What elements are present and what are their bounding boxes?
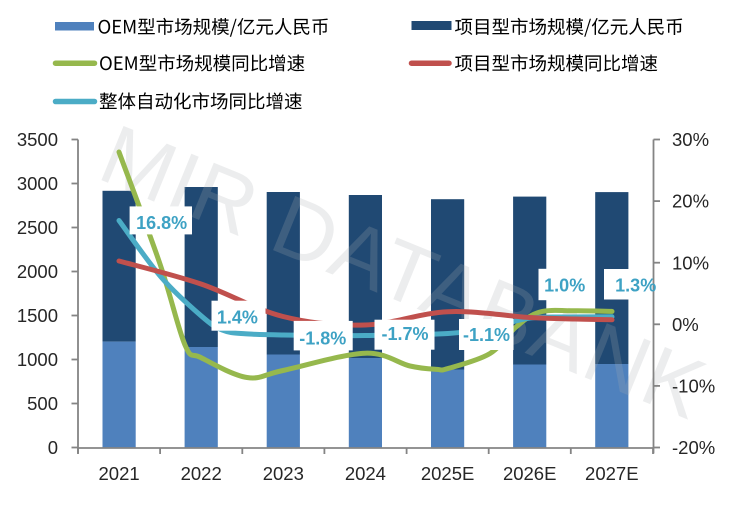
svg-text:1.3%: 1.3% bbox=[615, 275, 656, 295]
svg-text:16.8%: 16.8% bbox=[136, 213, 187, 233]
svg-text:2500: 2500 bbox=[17, 217, 58, 238]
svg-text:500: 500 bbox=[27, 393, 58, 414]
svg-text:-1.8%: -1.8% bbox=[299, 328, 346, 348]
svg-text:2000: 2000 bbox=[17, 261, 58, 282]
svg-text:2024: 2024 bbox=[345, 463, 386, 484]
svg-text:1.0%: 1.0% bbox=[544, 276, 585, 296]
svg-text:0%: 0% bbox=[672, 314, 699, 335]
svg-text:1000: 1000 bbox=[17, 349, 58, 370]
svg-text:2025E: 2025E bbox=[421, 463, 475, 484]
svg-text:2022: 2022 bbox=[181, 463, 222, 484]
svg-text:10%: 10% bbox=[672, 252, 709, 273]
svg-text:2023: 2023 bbox=[263, 463, 304, 484]
svg-text:2026E: 2026E bbox=[503, 463, 557, 484]
svg-text:2027E: 2027E bbox=[585, 463, 639, 484]
svg-text:20%: 20% bbox=[672, 191, 709, 212]
svg-text:-10%: -10% bbox=[672, 376, 715, 397]
svg-text:0: 0 bbox=[48, 437, 58, 458]
svg-text:-1.7%: -1.7% bbox=[381, 324, 428, 344]
svg-text:30%: 30% bbox=[672, 129, 709, 150]
svg-text:-1.1%: -1.1% bbox=[463, 325, 510, 345]
svg-text:1500: 1500 bbox=[17, 305, 58, 326]
svg-text:1.4%: 1.4% bbox=[217, 307, 258, 327]
svg-text:3500: 3500 bbox=[17, 129, 58, 150]
svg-text:3000: 3000 bbox=[17, 173, 58, 194]
svg-text:2021: 2021 bbox=[99, 463, 140, 484]
svg-text:-20%: -20% bbox=[672, 437, 715, 458]
